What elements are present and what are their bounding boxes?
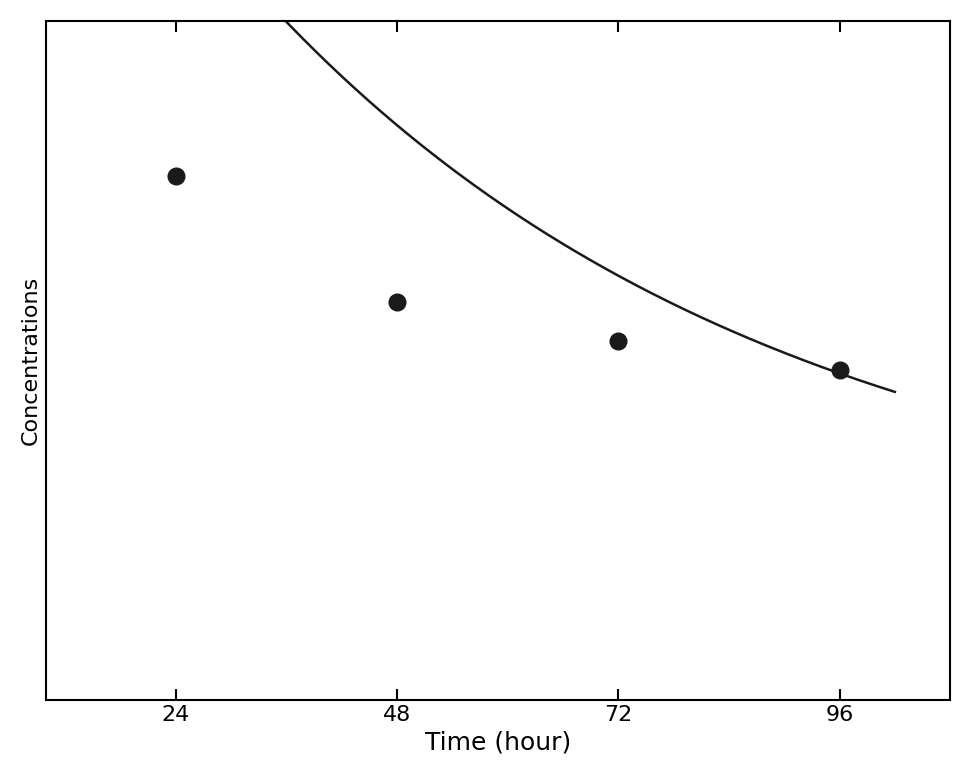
Point — [168, 170, 184, 182]
X-axis label: Time (hour): Time (hour) — [425, 730, 571, 754]
Point — [611, 335, 626, 347]
Y-axis label: Concentrations: Concentrations — [20, 276, 41, 445]
Point — [832, 363, 848, 376]
Point — [389, 296, 405, 308]
